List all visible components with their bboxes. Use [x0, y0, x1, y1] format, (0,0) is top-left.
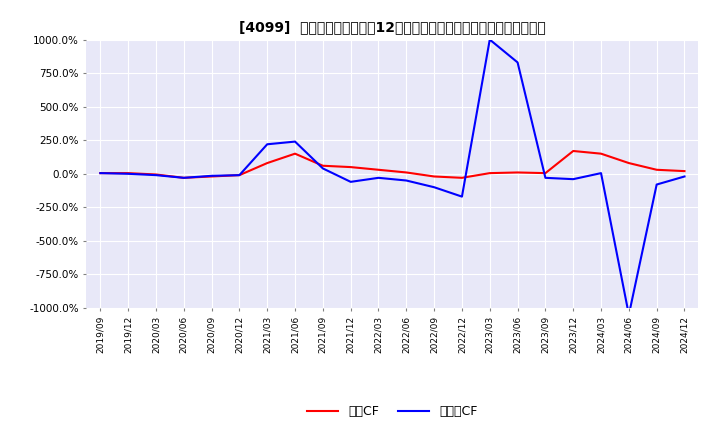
- フリーCF: [96, 170, 104, 176]
- フリーCF: [513, 60, 522, 65]
- フリーCF: [541, 175, 550, 180]
- フリーCF: [318, 166, 327, 171]
- Line: フリーCF: フリーCF: [100, 40, 685, 315]
- フリーCF: [680, 174, 689, 179]
- フリーCF: [346, 179, 355, 184]
- フリーCF: [207, 173, 216, 179]
- フリーCF: [597, 170, 606, 176]
- 営業CF: [541, 170, 550, 176]
- フリーCF: [152, 172, 161, 178]
- Line: 営業CF: 営業CF: [100, 151, 685, 178]
- フリーCF: [124, 171, 132, 176]
- フリーCF: [430, 185, 438, 190]
- 営業CF: [680, 169, 689, 174]
- 営業CF: [263, 161, 271, 166]
- フリーCF: [569, 176, 577, 182]
- 営業CF: [179, 175, 188, 180]
- フリーCF: [235, 172, 243, 178]
- 営業CF: [152, 172, 161, 177]
- 営業CF: [235, 172, 243, 178]
- 営業CF: [458, 175, 467, 180]
- フリーCF: [624, 312, 633, 317]
- 営業CF: [569, 148, 577, 154]
- 営業CF: [318, 163, 327, 169]
- 営業CF: [346, 165, 355, 170]
- 営業CF: [124, 170, 132, 176]
- Legend: 営業CF, フリーCF: 営業CF, フリーCF: [302, 400, 482, 423]
- 営業CF: [485, 170, 494, 176]
- フリーCF: [485, 37, 494, 42]
- 営業CF: [374, 167, 383, 172]
- フリーCF: [402, 178, 410, 183]
- Title: [4099]  キャッシュフローの12か月移動合計の対前年同期増減率の推移: [4099] キャッシュフローの12か月移動合計の対前年同期増減率の推移: [239, 20, 546, 34]
- フリーCF: [179, 175, 188, 180]
- 営業CF: [96, 170, 104, 176]
- 営業CF: [597, 151, 606, 156]
- 営業CF: [402, 170, 410, 175]
- 営業CF: [652, 167, 661, 172]
- 営業CF: [291, 151, 300, 156]
- フリーCF: [291, 139, 300, 144]
- 営業CF: [624, 161, 633, 166]
- 営業CF: [207, 174, 216, 179]
- フリーCF: [458, 194, 467, 199]
- 営業CF: [513, 170, 522, 175]
- フリーCF: [263, 142, 271, 147]
- フリーCF: [652, 182, 661, 187]
- 営業CF: [430, 174, 438, 179]
- フリーCF: [374, 175, 383, 180]
